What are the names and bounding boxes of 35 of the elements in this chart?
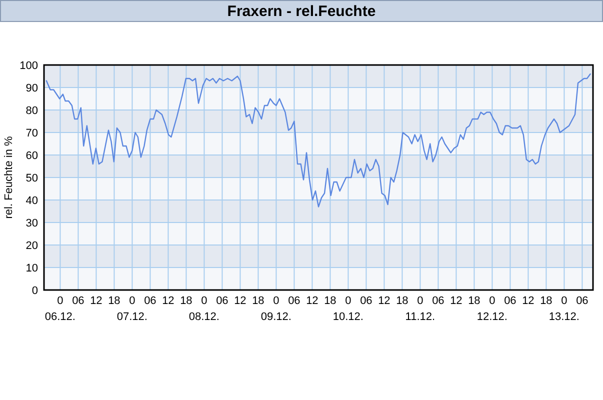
y-tick-label: 20 [26,240,38,252]
x-tick-label: 06 [360,295,372,307]
x-tick-label: 06 [576,295,588,307]
y-tick-label: 0 [32,285,38,297]
x-tick-label: 06 [432,295,444,307]
x-tick-label: 18 [540,295,552,307]
x-tick-label: 12 [234,295,246,307]
y-tick-label: 30 [26,218,38,230]
y-tick-label: 80 [26,105,38,117]
y-tick-label: 100 [20,60,38,72]
x-tick-label: 18 [468,295,480,307]
y-tick-label: 50 [26,172,38,184]
x-tick-label: 12 [378,295,390,307]
x-tick-label: 06 [504,295,516,307]
y-tick-label: 60 [26,150,38,162]
chart-title: Fraxern - rel.Feuchte [227,3,376,20]
x-tick-label: 06 [216,295,228,307]
x-tick-label: 18 [324,295,336,307]
x-tick-label: 12 [90,295,102,307]
x-tick-label: 18 [396,295,408,307]
x-tick-label: 12 [450,295,462,307]
y-tick-label: 70 [26,128,38,140]
x-tick-label: 12 [522,295,534,307]
x-tick-label: 06 [288,295,300,307]
x-tick-label: 18 [252,295,264,307]
x-tick-label: 18 [180,295,192,307]
x-tick-label: 06 [144,295,156,307]
x-tick-label: 18 [108,295,120,307]
y-tick-label: 90 [26,82,38,94]
y-axis-title: rel. Feuchte in % [3,136,15,219]
x-tick-label: 12 [306,295,318,307]
x-tick-label: 12 [162,295,174,307]
y-tick-label: 40 [26,195,38,207]
y-tick-label: 10 [26,262,38,274]
x-tick-label: 06 [72,295,84,307]
